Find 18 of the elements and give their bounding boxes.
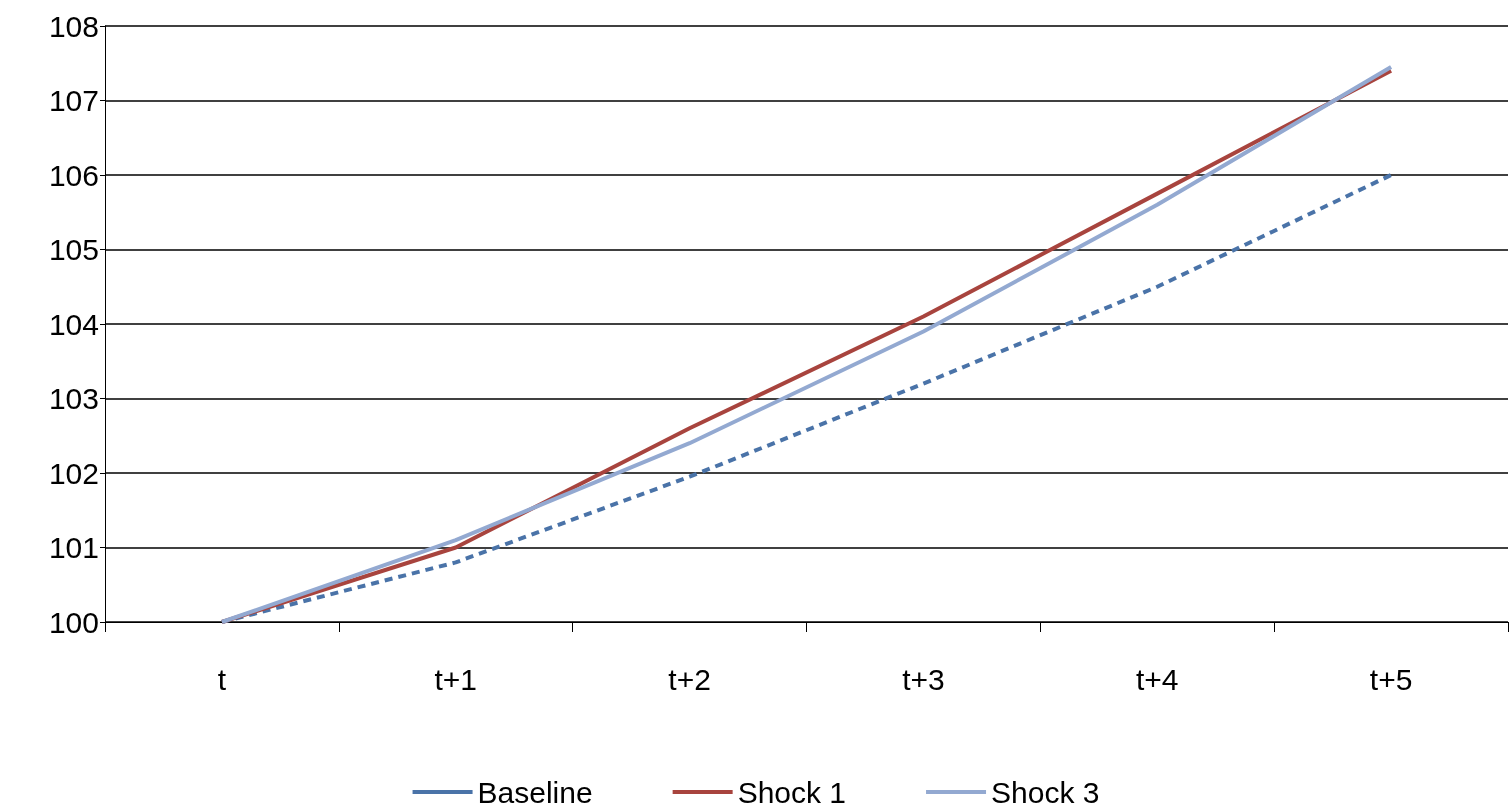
y-tick-label: 105 (48, 233, 99, 266)
y-tick-label: 108 (48, 9, 99, 43)
legend-label: Shock 3 (991, 775, 1100, 809)
x-tick-label: t+1 (434, 662, 478, 696)
y-tick-label: 102 (48, 456, 99, 490)
y-tick-label: 101 (48, 531, 99, 564)
x-tick-label: t+5 (1369, 662, 1413, 696)
y-tick-label: 100 (48, 605, 99, 639)
y-tick-label: 103 (48, 382, 99, 415)
y-tick-label: 106 (48, 158, 99, 192)
y-tick-label: 107 (48, 84, 99, 117)
x-tick-label: t+2 (668, 662, 711, 696)
legend-label: Shock 1 (737, 775, 847, 809)
x-tick-label: t (217, 662, 227, 696)
x-tick-label: t+3 (902, 662, 945, 696)
legend-label: Baseline (477, 775, 593, 809)
y-tick-label: 104 (48, 307, 99, 341)
x-tick-label: t+4 (1135, 662, 1179, 696)
